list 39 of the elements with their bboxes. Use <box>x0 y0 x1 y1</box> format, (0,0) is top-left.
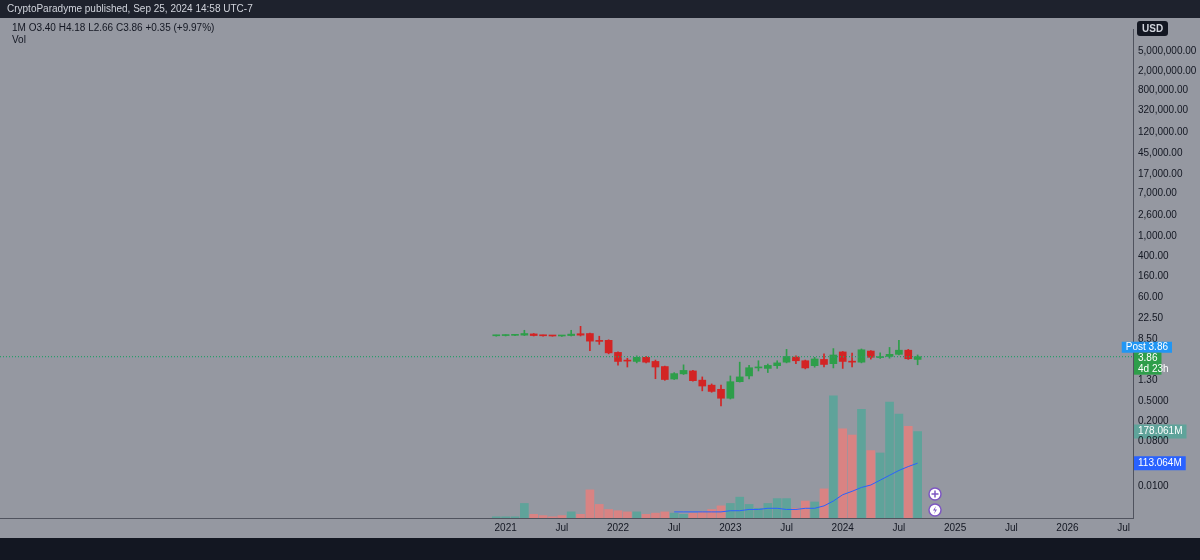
x-tick-label: 2026 <box>1056 521 1080 533</box>
y-tick-label: 0.0800 <box>1138 434 1170 446</box>
y-tick-label: 800,000.00 <box>1138 84 1189 96</box>
y-tick-label: 160.00 <box>1138 269 1170 281</box>
x-tick-label: Jul <box>1004 521 1018 533</box>
x-tick-label: 2023 <box>719 521 742 533</box>
x-tick-label: 2025 <box>943 521 967 533</box>
y-tick-label: 2,000,000.00 <box>1138 64 1197 76</box>
x-tick-label: 2021 <box>494 521 518 533</box>
y-tick-label: 1,000.00 <box>1138 229 1178 241</box>
y-tick-label: 22.50 <box>1138 312 1164 324</box>
x-tick-label: Jul <box>1117 521 1131 533</box>
chart-subtitle: CryptoParadyme published, Sep 25, 2024 14:58 UTC-7 <box>7 3 253 14</box>
y-tick-label: 17,000.00 <box>1138 168 1183 180</box>
x-tick-label: 2022 <box>606 521 630 533</box>
y-tick-label: 1.30 <box>1138 374 1158 386</box>
chart-title: 1M O3.40 H4.18 L2.66 C3.86 +0.35 (+9.97%) <box>12 22 215 33</box>
ref-line-label: 3.86 <box>1138 352 1158 364</box>
text: Vol <box>12 34 26 45</box>
y-tick-label: 7,000.00 <box>1138 187 1178 199</box>
x-tick-label: Jul <box>667 521 681 533</box>
y-tick-label: 60.00 <box>1138 290 1164 302</box>
y-tick-label: 320,000.00 <box>1138 104 1189 116</box>
y-tick-label: 0.5000 <box>1138 394 1170 406</box>
y-tick-label: 2,600.00 <box>1138 208 1178 220</box>
y-tick-label: 0.0100 <box>1138 479 1170 491</box>
x-tick-label: Jul <box>892 521 906 533</box>
y-tick-label: 120,000.00 <box>1138 125 1189 137</box>
x-tick-label: 2024 <box>831 521 855 533</box>
y-axis-title: USD <box>1137 21 1169 36</box>
y-tick-label: 5,000,000.00 <box>1138 44 1197 56</box>
y-tick-label: 0.2000 <box>1138 414 1170 426</box>
x-tick-label: Jul <box>555 521 569 533</box>
y-tick-label: 45,000.00 <box>1138 146 1183 158</box>
y-tick-label: 400.00 <box>1138 249 1170 261</box>
x-tick-label: Jul <box>780 521 793 533</box>
y-tick-label: 178.061M <box>1138 425 1183 437</box>
text: 4d 23h <box>1138 363 1169 375</box>
y-tick-label: 113.064M <box>1138 456 1182 468</box>
